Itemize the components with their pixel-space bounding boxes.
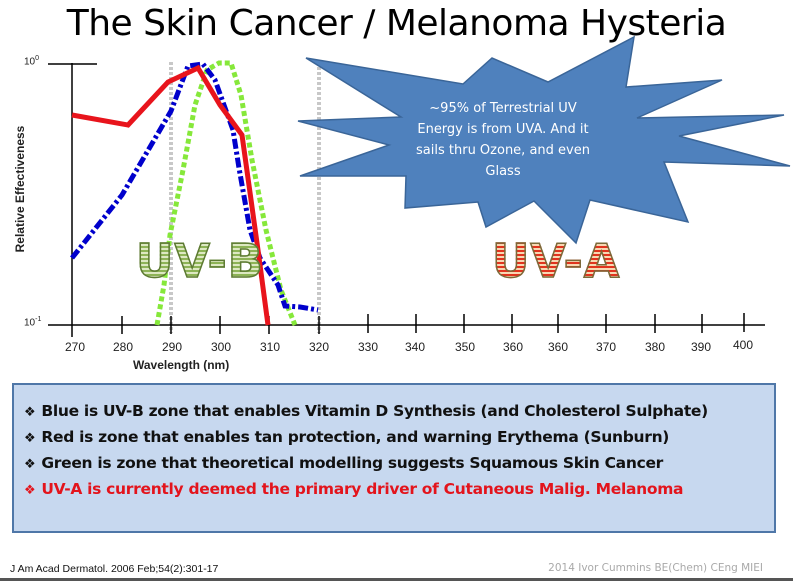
x-tick-label: 310 bbox=[259, 340, 281, 354]
diamond-bullet-icon: ❖ bbox=[24, 457, 36, 472]
chart-area bbox=[48, 35, 791, 337]
x-tick-label: 330 bbox=[357, 340, 379, 354]
x-tick-label: 380 bbox=[644, 340, 666, 354]
x-tick-label: 360 bbox=[547, 340, 569, 354]
x-axis-title: Wavelength (nm) bbox=[133, 358, 230, 372]
x-tick-label: 340 bbox=[404, 340, 426, 354]
x-tick-label: 320 bbox=[308, 340, 330, 354]
x-tick-label: 270 bbox=[64, 340, 86, 354]
uvb-zone-label: UV-B bbox=[135, 233, 264, 289]
slide-title: The Skin Cancer / Melanoma Hysteria bbox=[66, 3, 727, 44]
info-bullet-red: ❖ Red is zone that enables tan protection… bbox=[24, 428, 670, 446]
x-tick-label: 390 bbox=[690, 340, 712, 354]
info-bullet-uva: ❖ UV-A is currently deemed the primary dr… bbox=[24, 480, 684, 498]
x-ticks bbox=[121, 313, 745, 334]
x-tick-label: 350 bbox=[454, 340, 476, 354]
x-tick-label: 280 bbox=[112, 340, 134, 354]
y-tick-label-top: 100 bbox=[24, 55, 40, 68]
x-tick-label: 300 bbox=[210, 340, 232, 354]
x-tick-label: 360 bbox=[502, 340, 524, 354]
starburst-callout-text: ~95% of Terrestrial UV Energy is from UV… bbox=[416, 101, 590, 179]
x-tick-label: 290 bbox=[161, 340, 183, 354]
series-green bbox=[154, 60, 298, 326]
series-red bbox=[71, 64, 271, 326]
y-tick-label-bottom: 10-1 bbox=[24, 316, 42, 329]
uva-zone-label: UV-A bbox=[491, 233, 621, 289]
info-bullet-blue: ❖ Blue is UV-B zone that enables Vitamin … bbox=[24, 402, 708, 420]
y-axis-title: Relative Effectiveness bbox=[13, 125, 27, 253]
diamond-bullet-icon: ❖ bbox=[24, 483, 36, 498]
author-credit: 2014 Ivor Cummins BE(Chem) CEng MIEI bbox=[548, 562, 763, 574]
x-tick-label: 370 bbox=[595, 340, 617, 354]
citation: J Am Acad Dermatol. 2006 Feb;54(2):301-1… bbox=[10, 563, 219, 575]
x-tick-label: 400 bbox=[732, 338, 754, 352]
starburst-callout bbox=[297, 35, 791, 245]
info-box: ❖ Blue is UV-B zone that enables Vitamin … bbox=[12, 383, 776, 533]
diamond-bullet-icon: ❖ bbox=[24, 431, 36, 446]
footer-divider bbox=[0, 578, 793, 581]
series-blue bbox=[70, 61, 319, 313]
info-bullet-green: ❖ Green is zone that theoretical modellin… bbox=[24, 454, 664, 472]
diamond-bullet-icon: ❖ bbox=[24, 405, 36, 420]
